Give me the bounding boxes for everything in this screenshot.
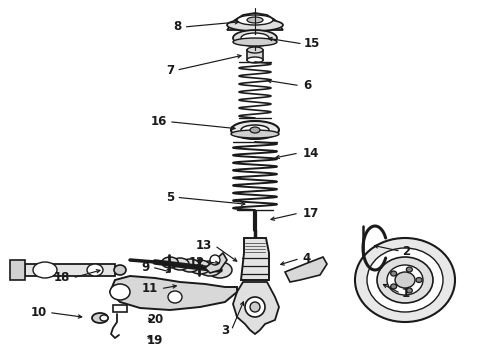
Polygon shape xyxy=(10,260,25,280)
Ellipse shape xyxy=(250,127,260,133)
Text: 2: 2 xyxy=(402,245,410,258)
Ellipse shape xyxy=(100,315,108,321)
Ellipse shape xyxy=(199,261,221,276)
Polygon shape xyxy=(25,264,115,276)
Ellipse shape xyxy=(233,38,277,46)
Text: 20: 20 xyxy=(147,313,163,326)
Polygon shape xyxy=(241,238,269,280)
Ellipse shape xyxy=(247,17,263,23)
Polygon shape xyxy=(113,305,127,312)
Ellipse shape xyxy=(355,238,455,322)
Text: 5: 5 xyxy=(166,191,174,204)
Ellipse shape xyxy=(237,15,273,25)
Ellipse shape xyxy=(168,291,182,303)
Text: 6: 6 xyxy=(303,79,311,92)
Polygon shape xyxy=(285,257,327,282)
Ellipse shape xyxy=(231,130,279,138)
Text: 9: 9 xyxy=(141,261,149,274)
Text: 19: 19 xyxy=(147,334,163,347)
Text: 14: 14 xyxy=(303,147,319,159)
Ellipse shape xyxy=(227,19,283,31)
Ellipse shape xyxy=(180,259,200,272)
Text: 17: 17 xyxy=(303,207,319,220)
Ellipse shape xyxy=(171,258,189,270)
Ellipse shape xyxy=(406,267,412,272)
Ellipse shape xyxy=(114,265,126,275)
Polygon shape xyxy=(233,282,279,334)
Ellipse shape xyxy=(241,33,269,43)
Ellipse shape xyxy=(391,284,397,289)
Text: 4: 4 xyxy=(303,252,311,265)
Text: 3: 3 xyxy=(221,324,229,337)
Text: 16: 16 xyxy=(150,115,167,128)
Ellipse shape xyxy=(210,255,220,265)
Ellipse shape xyxy=(162,257,178,268)
Ellipse shape xyxy=(395,272,415,288)
Ellipse shape xyxy=(208,262,232,278)
Ellipse shape xyxy=(245,297,265,317)
Polygon shape xyxy=(247,50,263,60)
Ellipse shape xyxy=(110,284,130,300)
Ellipse shape xyxy=(247,47,263,53)
Text: 15: 15 xyxy=(304,37,320,50)
Text: 8: 8 xyxy=(173,21,181,33)
Ellipse shape xyxy=(391,271,397,276)
Text: 11: 11 xyxy=(142,282,158,295)
Ellipse shape xyxy=(377,257,433,303)
Polygon shape xyxy=(110,276,237,310)
Ellipse shape xyxy=(416,278,422,283)
Text: 13: 13 xyxy=(196,239,212,252)
Ellipse shape xyxy=(33,262,57,278)
Ellipse shape xyxy=(233,30,277,46)
Polygon shape xyxy=(205,253,227,273)
Text: 7: 7 xyxy=(166,64,174,77)
Text: 10: 10 xyxy=(30,306,47,319)
Ellipse shape xyxy=(241,125,269,135)
Ellipse shape xyxy=(247,57,263,63)
Ellipse shape xyxy=(406,288,412,293)
Ellipse shape xyxy=(87,264,103,276)
Ellipse shape xyxy=(190,260,211,274)
Polygon shape xyxy=(227,13,283,30)
Ellipse shape xyxy=(367,248,443,312)
Text: 12: 12 xyxy=(189,256,205,269)
Ellipse shape xyxy=(231,121,279,139)
Ellipse shape xyxy=(387,265,423,295)
Ellipse shape xyxy=(250,302,260,312)
Ellipse shape xyxy=(92,313,108,323)
Text: 18: 18 xyxy=(53,271,70,284)
Text: 1: 1 xyxy=(402,287,410,300)
